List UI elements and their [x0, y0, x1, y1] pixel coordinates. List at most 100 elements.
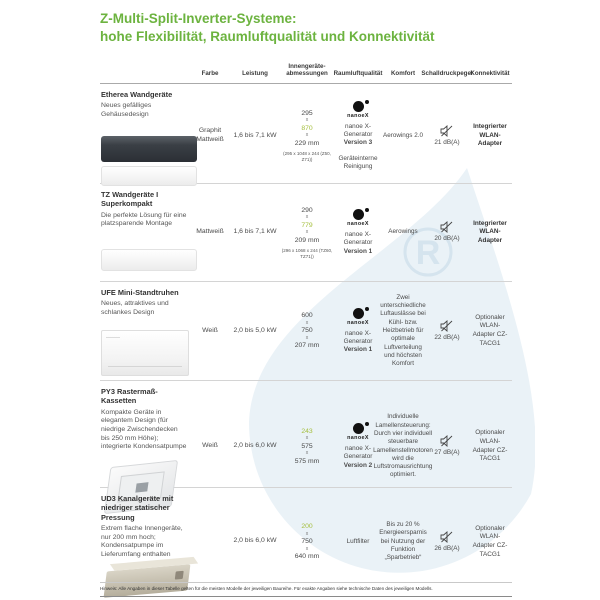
column-header-schalldruckpegel: Schalldruckpegel: [421, 70, 473, 78]
product-description: Neues gefälliges Gehäusedesign: [101, 102, 152, 119]
farbe-cell: Weiß: [202, 326, 218, 334]
column-header-komfort: Komfort: [390, 70, 416, 78]
dim-depth: 640 mm: [294, 553, 320, 561]
page-content: Z-Multi-Split-Inverter-Systeme: hohe Fle…: [100, 0, 512, 598]
page-title: Z-Multi-Split-Inverter-Systeme: hohe Fle…: [100, 10, 512, 46]
column-header-abmessungen: Innengeräte-abmessungen: [286, 62, 328, 78]
komfort-cell: Zwei unterschiedliche Luftauslässe bei K…: [380, 293, 426, 368]
air-quality-text: nanoe X-Generator: [343, 231, 373, 247]
product-image-ud3-duct: [103, 563, 191, 598]
product-description: Die perfekte Lösung für eine platzsparen…: [101, 211, 187, 228]
product-cell: PY3 Rastermaß-Kassetten Kompakte Geräte …: [100, 381, 188, 515]
product-cell: UFE Mini-Standtruhen Neues, attraktives …: [100, 282, 189, 380]
nanoe-x-logo-icon: [352, 208, 369, 221]
dimensions: 295 x 870 x 229 mm: [295, 109, 320, 149]
schalldruckpegel-cell: 26 dB(A): [426, 488, 468, 596]
air-quality-version: Version 3: [343, 139, 373, 147]
column-header-raumluftqualitaet: Raumluftqualität: [333, 70, 383, 78]
product-cell: UD3 Kanalgeräte mit niedriger statischer…: [100, 488, 191, 598]
speaker-mute-icon: [440, 319, 453, 332]
dimensions: 200 x 750 x 640 mm: [295, 522, 320, 562]
nanoe-x-logo-icon: [352, 422, 369, 435]
sound-level-value: 22 dB(A): [434, 333, 460, 341]
dim-note: (295 x 1048 x 244 (Z50, Z71)): [283, 151, 331, 163]
dim-depth: 229 mm: [294, 139, 320, 147]
raumluftqualitaet-cell: nanoeX nanoe X-Generator Version 1: [336, 184, 380, 281]
sound-level-value: 21 dB(A): [434, 138, 460, 146]
product-description: Neues, attraktives und schlankes Design: [101, 300, 169, 317]
product-image-ufe-console: [101, 329, 189, 376]
dimensions: 243 x 575 x 575 mm: [295, 427, 320, 467]
product-name: PY3 Rastermaß-Kassetten: [101, 387, 158, 406]
speaker-mute-icon: [440, 124, 453, 137]
komfort-cell: Aerowings 2.0: [383, 131, 423, 139]
column-header-leistung: Leistung: [242, 70, 268, 78]
farbe-cell: Weiß: [202, 442, 218, 450]
product-image-etherea-white: [101, 165, 197, 186]
abmessungen-cell: 290 x 779 x 209 mm (296 x 1068 x 244 (TZ…: [278, 184, 336, 281]
dimensions: 290 x 779 x 209 mm: [295, 206, 320, 246]
sound-level-value: 26 dB(A): [434, 544, 460, 552]
konnektivitaet-cell: Integrierter WLAN-Adapter: [473, 219, 507, 244]
farbe-cell: Graphit Mattweiß: [196, 127, 224, 143]
komfort-cell: Aerowings: [388, 228, 418, 236]
product-name: Etherea Wandgeräte: [101, 90, 173, 100]
product-description: Extrem flache Innengeräte, nur 200 mm ho…: [101, 524, 183, 558]
table-row-ufe: UFE Mini-Standtruhen Neues, attraktives …: [100, 282, 512, 382]
table-row-etherea: Etherea Wandgeräte Neues gefälliges Gehä…: [100, 84, 512, 186]
speaker-mute-icon: [440, 435, 453, 448]
sound-level-value: 27 dB(A): [434, 449, 460, 457]
nanoe-x-wordmark: nanoeX: [347, 112, 369, 119]
abmessungen-cell: 200 x 750 x 640 mm: [278, 488, 336, 596]
table-row-ud3: UD3 Kanalgeräte mit niedriger statischer…: [100, 488, 512, 598]
leistung-cell: 1,6 bis 7,1 kW: [233, 228, 277, 236]
konnektivitaet-cell: Integrierter WLAN-Adapter: [473, 122, 507, 148]
product-name: UFE Mini-Standtruhen: [101, 288, 179, 298]
product-image-tz-white: [101, 249, 197, 271]
page-title-line1: Z-Multi-Split-Inverter-Systeme:: [100, 11, 297, 26]
leistung-cell: 1,6 bis 7,1 kW: [233, 131, 277, 139]
air-quality-version: Version 2: [343, 461, 373, 469]
sound-level-value: 20 dB(A): [434, 235, 460, 243]
leistung-cell: 2,0 bis 5,0 kW: [233, 326, 277, 334]
dim-depth: 209 mm: [294, 236, 320, 244]
farbe-cell: Mattweiß: [196, 228, 224, 236]
dim-depth: 207 mm: [294, 342, 320, 350]
air-quality-text: Luftfilter: [346, 537, 370, 545]
column-header-konnektivitaet: Konnektivität: [470, 70, 510, 78]
dim-separator: x: [305, 132, 309, 139]
dim-note: (296 x 1068 x 244 (TZ60, TZ71)): [281, 248, 333, 259]
dim-height: 295: [301, 109, 313, 117]
speaker-mute-icon: [440, 530, 453, 543]
product-name: UD3 Kanalgeräte mit niedriger statischer…: [101, 494, 174, 522]
speaker-mute-icon: [440, 221, 453, 234]
product-description: Kompakte Geräte in elegantem Design (für…: [101, 408, 187, 451]
table-header: Farbe Leistung Innengeräte-abmessungen R…: [100, 63, 512, 85]
bottom-rule: [100, 596, 512, 597]
air-quality-extra: Geräteinterne Reinigung: [338, 154, 378, 170]
nanoe-x-wordmark: nanoeX: [347, 435, 369, 442]
product-name: TZ Wandgeräte I Superkompakt: [101, 190, 159, 209]
nanoe-x-logo-icon: [352, 306, 369, 319]
nanoe-x-logo-icon: [352, 99, 369, 112]
raumluftqualitaet-cell: nanoeX nanoe X-Generator Version 1: [336, 282, 380, 380]
konnektivitaet-cell: Optionaler WLAN-Adapter CZ-TACG1: [472, 313, 508, 347]
komfort-cell: Bis zu 20 % Energieersparnis bei Nutzung…: [379, 521, 427, 562]
nanoe-x-wordmark: nanoeX: [347, 319, 369, 326]
air-quality-version: Version 1: [343, 247, 373, 255]
product-image-etherea-graphite: [101, 135, 197, 162]
schalldruckpegel-cell: 22 dB(A): [426, 282, 468, 380]
abmessungen-cell: 600 x 750 x 207 mm: [278, 282, 336, 380]
abmessungen-cell: 295 x 870 x 229 mm (295 x 1048 x 244 (Z5…: [278, 84, 336, 188]
dim-width: 870: [301, 124, 313, 132]
schalldruckpegel-cell: 21 dB(A): [426, 84, 468, 188]
dim-depth: 575 mm: [294, 457, 320, 465]
table-row-tz: TZ Wandgeräte I Superkompakt Die perfekt…: [100, 184, 512, 283]
nanoe-x-wordmark: nanoeX: [347, 221, 369, 228]
footnote: Hinweis: Alle Angaben in dieser Tabelle …: [100, 582, 512, 591]
air-quality-version: Version 1: [343, 346, 373, 354]
raumluftqualitaet-cell: nanoeX nanoe X-Generator Version 3 Gerät…: [336, 84, 380, 188]
product-cell: TZ Wandgeräte I Superkompakt Die perfekt…: [100, 184, 197, 281]
schalldruckpegel-cell: 20 dB(A): [426, 184, 468, 281]
